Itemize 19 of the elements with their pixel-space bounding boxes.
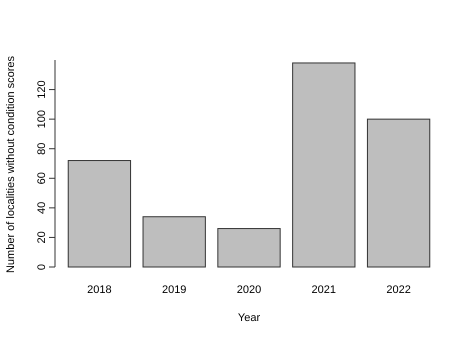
- y-axis-title: Number of localities without condition scores: [5, 55, 17, 274]
- y-tick-label: 100: [36, 110, 48, 128]
- bar: [68, 160, 132, 268]
- y-tick-label: 120: [36, 80, 48, 99]
- bar: [366, 118, 430, 268]
- x-tick-label: 2020: [236, 284, 262, 296]
- bar: [292, 62, 356, 268]
- y-tick-label: 20: [36, 231, 48, 244]
- y-tick-label: 0: [36, 264, 48, 270]
- x-tick-label: 2018: [87, 284, 112, 296]
- y-tick-label: 80: [36, 142, 48, 155]
- bar: [142, 216, 206, 268]
- y-tick-label: 60: [36, 172, 48, 184]
- x-tick-label: 2019: [162, 284, 186, 296]
- y-tick-label: 40: [36, 202, 48, 214]
- x-tick-label: 2022: [386, 284, 411, 296]
- bar: [217, 228, 281, 268]
- x-axis-title: Year: [238, 312, 260, 324]
- x-tick-label: 2021: [312, 284, 336, 296]
